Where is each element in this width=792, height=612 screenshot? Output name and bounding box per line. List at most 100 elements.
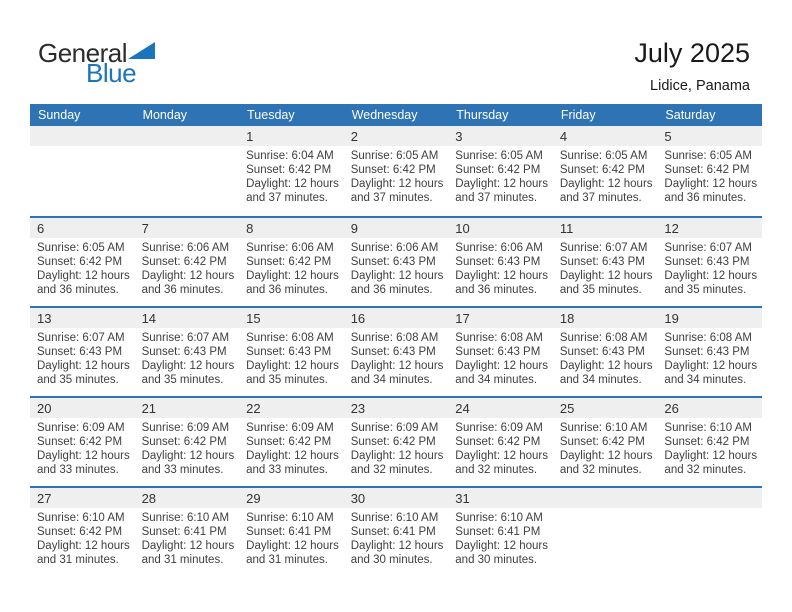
daylight-text-line1: Daylight: 12 hours	[664, 178, 758, 190]
day-cell-16: 16 Sunrise: 6:08 AM Sunset: 6:43 PM Dayligh…	[343, 308, 449, 396]
daylight-text-line1: Daylight: 12 hours	[350, 178, 444, 190]
daylight-text-line1: Daylight: 12 hours	[141, 360, 235, 372]
daylight-text-line1: Daylight: 12 hours	[37, 540, 130, 552]
daylight-text-line2: and 36 minutes.	[246, 284, 328, 296]
day-details: Sunrise: 6:08 AM Sunset: 6:43 PM Daylight:…	[239, 328, 344, 387]
daylight-text-line2: and 34 minutes.	[455, 374, 538, 386]
day-cell-14: 14 Sunrise: 6:07 AM Sunset: 6:43 PM Dayligh…	[134, 308, 240, 396]
week-row-2: 6 Sunrise: 6:05 AM Sunset: 6:42 PM Daylight…	[30, 216, 762, 306]
daylight-text-line2: and 31 minutes.	[37, 554, 119, 566]
sunset-text: Sunset: 6:42 PM	[350, 164, 436, 176]
weekday-header-saturday: Saturday	[665, 108, 716, 122]
day-number: 11	[552, 218, 658, 238]
day-details: Sunrise: 6:04 AM Sunset: 6:42 PM Daylight:…	[239, 146, 344, 205]
sunrise-text: Sunrise: 6:08 AM	[455, 332, 543, 344]
title-block: July 2025 Lidice, Panama	[634, 38, 750, 94]
daylight-text-line2: and 36 minutes.	[141, 284, 224, 296]
day-cell-11: 11 Sunrise: 6:07 AM Sunset: 6:43 PM Dayligh…	[552, 218, 658, 306]
daylight-text-line1: Daylight: 12 hours	[141, 540, 235, 552]
day-number: 28	[134, 488, 240, 508]
sunset-text: Sunset: 6:42 PM	[350, 436, 436, 448]
day-details: Sunrise: 6:10 AM Sunset: 6:42 PM Daylight:…	[553, 418, 658, 477]
weekday-header-tuesday: Tuesday	[247, 108, 295, 122]
daylight-text-line1: Daylight: 12 hours	[141, 270, 235, 282]
sunrise-text: Sunrise: 6:05 AM	[37, 242, 125, 254]
daylight-text-line1: Daylight: 12 hours	[37, 270, 130, 282]
month-title: July 2025	[634, 38, 750, 68]
daylight-text-line1: Daylight: 12 hours	[559, 450, 653, 462]
daylight-text-line2: and 32 minutes.	[350, 464, 433, 476]
daylight-text-line2: and 33 minutes.	[37, 464, 119, 476]
weekday-header-friday: Friday	[560, 108, 596, 122]
sunrise-text: Sunrise: 6:09 AM	[37, 422, 125, 434]
daylight-text-line1: Daylight: 12 hours	[559, 270, 653, 282]
location-subtitle: Lidice, Panama	[650, 78, 750, 94]
daylight-text-line1: Daylight: 12 hours	[664, 450, 758, 462]
day-details	[135, 146, 240, 149]
sunset-text: Sunset: 6:43 PM	[350, 256, 436, 268]
day-cell-2: 2 Sunrise: 6:05 AM Sunset: 6:42 PM Daylight…	[343, 126, 449, 216]
daylight-text-line1: Daylight: 12 hours	[350, 360, 444, 372]
daylight-text-line1: Daylight: 12 hours	[664, 270, 758, 282]
weekday-header-sunday: Sunday	[38, 108, 81, 122]
sunset-text: Sunset: 6:42 PM	[246, 164, 332, 176]
sunset-text: Sunset: 6:42 PM	[664, 164, 750, 176]
sunset-text: Sunset: 6:42 PM	[141, 436, 227, 448]
daylight-text-line1: Daylight: 12 hours	[455, 270, 548, 282]
daylight-text-line2: and 35 minutes.	[37, 374, 119, 386]
weekday-header-monday: Monday	[142, 108, 188, 122]
daylight-text-line1: Daylight: 12 hours	[246, 178, 339, 190]
day-number: 18	[552, 308, 658, 328]
daylight-text-line2: and 34 minutes.	[664, 374, 747, 386]
day-details: Sunrise: 6:07 AM Sunset: 6:43 PM Daylight:…	[553, 238, 658, 297]
daylight-text-line2: and 30 minutes.	[350, 554, 433, 566]
sunset-text: Sunset: 6:42 PM	[664, 436, 750, 448]
logo-triangle-icon	[128, 42, 155, 59]
day-number: 26	[657, 398, 762, 418]
day-cell-8: 8 Sunrise: 6:06 AM Sunset: 6:42 PM Daylight…	[239, 218, 344, 306]
daylight-text-line1: Daylight: 12 hours	[37, 360, 130, 372]
weekday-header-row: Sunday Monday Tuesday Wednesday Thursday Frid…	[30, 104, 762, 126]
day-cell-21: 21 Sunrise: 6:09 AM Sunset: 6:42 PM Dayligh…	[134, 398, 240, 486]
sunset-text: Sunset: 6:41 PM	[246, 526, 332, 538]
daylight-text-line2: and 37 minutes.	[455, 192, 538, 204]
day-number	[657, 488, 762, 508]
day-details: Sunrise: 6:09 AM Sunset: 6:42 PM Daylight:…	[239, 418, 344, 477]
sunset-text: Sunset: 6:41 PM	[455, 526, 541, 538]
day-cell-9: 9 Sunrise: 6:06 AM Sunset: 6:43 PM Daylight…	[343, 218, 449, 306]
daylight-text-line2: and 33 minutes.	[141, 464, 224, 476]
sunset-text: Sunset: 6:42 PM	[455, 436, 541, 448]
daylight-text-line2: and 32 minutes.	[664, 464, 747, 476]
daylight-text-line1: Daylight: 12 hours	[350, 270, 444, 282]
week-row-1: 1 Sunrise: 6:04 AM Sunset: 6:42 PM Daylight…	[30, 126, 762, 216]
day-details: Sunrise: 6:07 AM Sunset: 6:43 PM Daylight:…	[135, 328, 240, 387]
sunrise-text: Sunrise: 6:09 AM	[246, 422, 334, 434]
day-details: Sunrise: 6:10 AM Sunset: 6:41 PM Daylight:…	[448, 508, 553, 567]
day-cell-29: 29 Sunrise: 6:10 AM Sunset: 6:41 PM Dayligh…	[239, 488, 344, 576]
day-details: Sunrise: 6:09 AM Sunset: 6:42 PM Daylight:…	[30, 418, 135, 477]
day-details: Sunrise: 6:06 AM Sunset: 6:43 PM Daylight:…	[448, 238, 553, 297]
daylight-text-line2: and 36 minutes.	[37, 284, 119, 296]
day-cell-27: 27 Sunrise: 6:10 AM Sunset: 6:42 PM Dayligh…	[30, 488, 135, 576]
day-details: Sunrise: 6:08 AM Sunset: 6:43 PM Daylight:…	[448, 328, 553, 387]
day-details: Sunrise: 6:10 AM Sunset: 6:41 PM Daylight:…	[239, 508, 344, 567]
sunrise-text: Sunrise: 6:10 AM	[141, 512, 230, 524]
daylight-text-line1: Daylight: 12 hours	[455, 360, 548, 372]
day-cell-empty	[30, 126, 135, 216]
sunrise-text: Sunrise: 6:10 AM	[37, 512, 125, 524]
day-number: 20	[30, 398, 135, 418]
daylight-text-line2: and 36 minutes.	[455, 284, 538, 296]
sunrise-text: Sunrise: 6:07 AM	[559, 242, 648, 254]
sunrise-text: Sunrise: 6:08 AM	[246, 332, 334, 344]
day-details	[30, 146, 135, 149]
day-number: 27	[30, 488, 135, 508]
day-number: 23	[343, 398, 449, 418]
sunrise-text: Sunrise: 6:09 AM	[350, 422, 439, 434]
day-details: Sunrise: 6:10 AM Sunset: 6:42 PM Daylight:…	[30, 508, 135, 567]
day-cell-7: 7 Sunrise: 6:06 AM Sunset: 6:42 PM Daylight…	[134, 218, 240, 306]
sunrise-text: Sunrise: 6:05 AM	[559, 150, 648, 162]
sunrise-text: Sunrise: 6:06 AM	[141, 242, 230, 254]
daylight-text-line1: Daylight: 12 hours	[455, 540, 548, 552]
day-number: 2	[343, 126, 449, 146]
logo-text-general: General	[38, 38, 128, 68]
